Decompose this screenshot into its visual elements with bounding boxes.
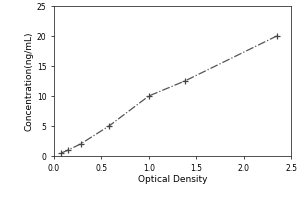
Y-axis label: Concentration(ng/mL): Concentration(ng/mL) bbox=[25, 31, 34, 131]
X-axis label: Optical Density: Optical Density bbox=[138, 175, 207, 184]
